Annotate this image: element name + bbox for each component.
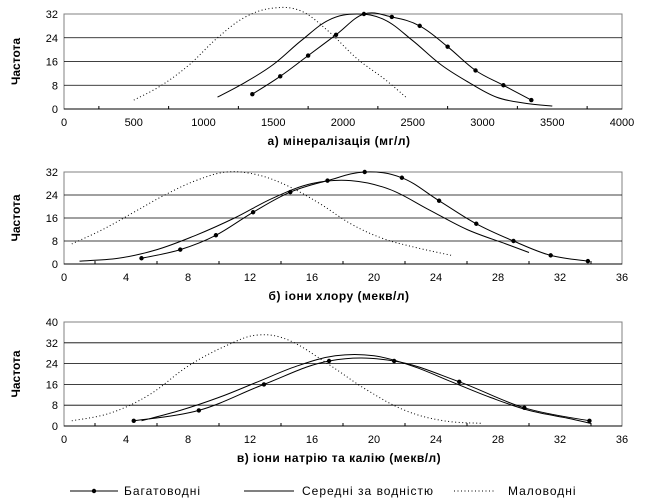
x-tick-label: 8 (185, 434, 191, 446)
x-tick-label: 4 (123, 272, 129, 284)
x-tick-label: 2500 (401, 117, 425, 129)
series-bagatovodni-point (474, 221, 479, 226)
series-bagatovodni-point (445, 44, 450, 49)
y-tick-label: 32 (46, 338, 58, 350)
series-bagatovodni-point (196, 408, 202, 413)
x-tick-label: 0 (61, 117, 67, 129)
plot-frame (63, 321, 623, 427)
x-tick-label: 4000 (610, 117, 634, 129)
series-bagatovodni-point (399, 175, 405, 180)
series-bagatovodni-point (326, 358, 332, 364)
y-axis-label: Частота (9, 194, 23, 241)
y-tick-label: 24 (46, 190, 58, 202)
x-tick-label: 4 (123, 434, 129, 446)
y-tick-label: 40 (46, 317, 58, 329)
x-tick-label: 16 (306, 434, 318, 446)
chart-panel-1: 0 8 16 24 32 0 500 1000 1500 2000 2500 3000 3500 4000… (9, 6, 634, 148)
y-tick-label: 32 (46, 9, 58, 21)
series-bagatovodni-point (278, 74, 283, 79)
y-tick-label: 0 (52, 421, 58, 433)
series-bagatovodni-line (133, 357, 590, 422)
legend-entry-bagatovodni: Багатоводні (70, 484, 201, 498)
x-tick-label: 3000 (470, 117, 494, 129)
series-bagatovodni-point (529, 97, 534, 103)
x-tick-label: 20 (368, 272, 380, 284)
x-tick-label: 28 (492, 272, 504, 284)
y-tick-label: 32 (46, 167, 58, 179)
series-bagatovodni-point (585, 258, 591, 264)
x-axis-label: в) іони натрію та калію (мекв/л) (237, 451, 441, 465)
x-tick-label: 1500 (261, 117, 285, 129)
y-tick-label: 8 (52, 400, 58, 412)
series-bagatovodni-point (473, 68, 478, 73)
series-bagatovodni-point (457, 379, 462, 384)
x-axis-label: а) мінералізація (мг/л) (268, 134, 411, 148)
series-bagatovodni-point (587, 418, 592, 423)
x-tick-label: 1000 (191, 117, 215, 129)
series-bagatovodni-point (131, 418, 136, 423)
legend-label: Середні за водністю (302, 484, 434, 498)
legend-entry-seredni: Середні за водністю (244, 484, 434, 498)
series-bagatovodni-point (548, 253, 553, 258)
x-tick-label: 36 (616, 272, 628, 284)
series-seredni-line (141, 353, 592, 424)
y-tick-label: 0 (52, 259, 58, 271)
x-tick-label: 32 (554, 272, 566, 284)
series-bagatovodni-line (141, 171, 588, 262)
series-bagatovodni-point (178, 247, 183, 252)
legend-label: Маловодні (508, 484, 577, 498)
y-axis-label: Частота (9, 38, 23, 85)
x-tick-label: 8 (185, 272, 191, 284)
legend-label: Багатоводні (124, 484, 201, 498)
x-tick-label: 32 (554, 434, 566, 446)
y-tick-label: 16 (46, 213, 58, 225)
x-tick-label: 16 (306, 272, 318, 284)
series-bagatovodni-point (250, 210, 256, 215)
series-bagatovodni-point (333, 32, 339, 37)
series-bagatovodni-point (417, 23, 422, 29)
y-tick-label: 24 (46, 359, 58, 371)
x-tick-label: 12 (244, 272, 256, 284)
y-tick-label: 8 (52, 236, 58, 248)
y-tick-label: 0 (52, 104, 58, 116)
series-bagatovodni-point (139, 256, 144, 261)
x-tick-label: 500 (125, 117, 143, 129)
series-bagatovodni-point (511, 238, 516, 244)
x-tick-label: 12 (244, 434, 256, 446)
chart-panel-2: 0 8 16 24 32 0 4 8 12 16 20 24 28 32 36 Частота б) іони … (9, 167, 628, 303)
series-bagatovodni-point (362, 169, 367, 175)
x-tick-label: 0 (61, 272, 67, 284)
x-tick-label: 3500 (540, 117, 564, 129)
x-axis-label: б) іони хлору (мекв/л) (269, 289, 410, 303)
y-tick-label: 16 (46, 379, 58, 391)
series-bagatovodni-point (436, 198, 442, 203)
series-seredni-line (79, 179, 530, 262)
chart-panel-3: 0 8 16 24 32 40 0 4 8 12 16 20 24 28 32 36 Частота в) іон… (9, 317, 628, 465)
series-malovodni-line (71, 334, 483, 424)
series-bagatovodni-point (501, 83, 506, 88)
y-axis-label: Частота (9, 350, 23, 397)
legend-entry-malovodni: Маловодні (454, 484, 577, 498)
series-malovodni-line (133, 6, 407, 101)
x-tick-label: 28 (492, 434, 504, 446)
x-tick-label: 0 (61, 434, 67, 446)
series-malovodni-line (71, 171, 452, 256)
series-bagatovodni-point (213, 233, 219, 238)
series-bagatovodni-point (261, 382, 267, 387)
x-tick-label: 24 (430, 272, 442, 284)
x-tick-label: 36 (616, 434, 628, 446)
y-tick-label: 16 (46, 57, 58, 69)
x-tick-label: 20 (368, 434, 380, 446)
series-bagatovodni-line (252, 12, 532, 101)
x-tick-label: 2000 (331, 117, 355, 129)
series-seredni-line (217, 13, 553, 107)
series-bagatovodni-point (389, 14, 395, 20)
legend: Багатоводні Середні за водністю Маловодн… (70, 484, 577, 498)
series-bagatovodni-point (305, 53, 311, 58)
y-tick-label: 24 (46, 33, 58, 45)
series-bagatovodni-point (250, 91, 255, 97)
x-tick-label: 24 (430, 434, 442, 446)
y-tick-label: 8 (52, 80, 58, 92)
